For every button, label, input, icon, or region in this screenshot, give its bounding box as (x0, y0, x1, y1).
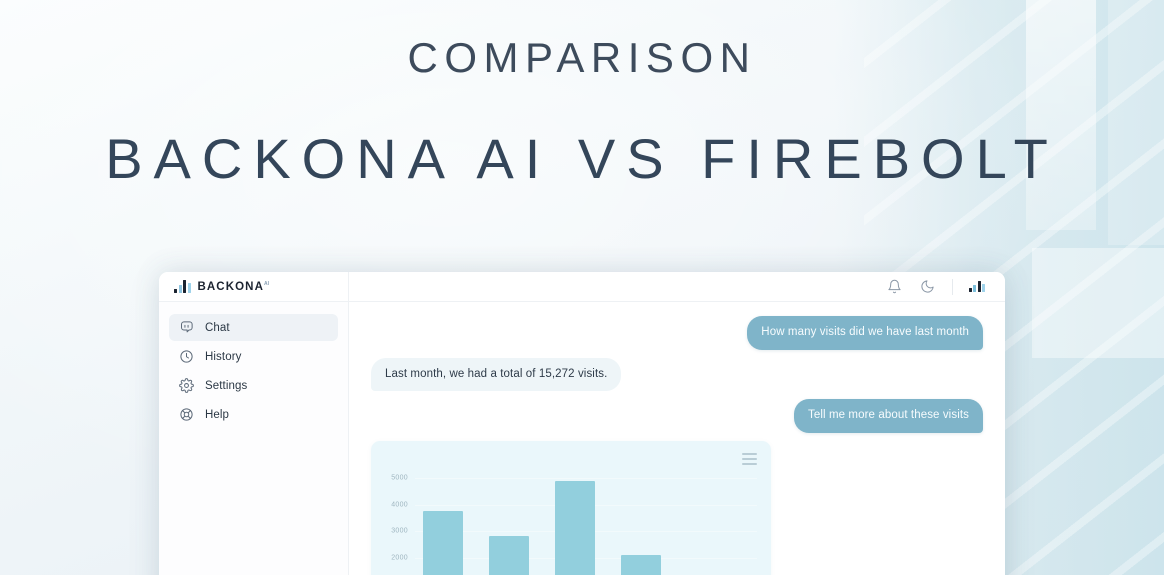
chart-bar-column[interactable]: 2823 (489, 535, 529, 575)
slide-heading-group: COMPARISON BACKONA AI VS FIREBOLT (0, 0, 1164, 187)
chart-y-axis-tick: 3000 (391, 527, 408, 535)
chart-bar[interactable] (423, 511, 463, 575)
brand-trademark: AI (263, 280, 269, 287)
chat-bubble-user: Tell me more about these visits (794, 399, 983, 433)
chart-bar-column[interactable]: 4899 (555, 481, 595, 575)
chart-bar[interactable] (621, 555, 661, 575)
bell-icon[interactable] (886, 278, 903, 295)
chart-bar[interactable] (555, 481, 595, 575)
sidebar-item-history[interactable]: History (169, 343, 338, 370)
chart-y-axis-tick: 4000 (391, 501, 408, 509)
chat-bubble-assistant: Last month, we had a total of 15,272 vis… (371, 357, 622, 392)
chat-message-assistant: Last month, we had a total of 15,272 vis… (371, 357, 983, 392)
clock-icon (179, 349, 194, 364)
sidebar: Chat History Settings (159, 302, 349, 575)
sidebar-item-label: Settings (205, 379, 248, 392)
sidebar-item-help[interactable]: Help (169, 401, 338, 428)
sidebar-item-label: History (205, 350, 242, 363)
chart-y-axis-tick: 5000 (391, 474, 408, 482)
gear-icon (179, 378, 194, 393)
topbar-actions (886, 278, 1006, 295)
chart-y-axis-tick: 2000 (391, 554, 408, 562)
slide-eyebrow: COMPARISON (407, 34, 757, 81)
chat-bubble-user: How many visits did we have last month (747, 316, 983, 350)
app-topbar: BACKONAAI (159, 272, 1005, 302)
chat-message-user: Tell me more about these visits (371, 399, 983, 433)
app-body: Chat History Settings (159, 302, 1005, 575)
sidebar-item-settings[interactable]: Settings (169, 372, 338, 399)
lifebuoy-icon (179, 407, 194, 422)
chat-panel: How many visits did we have last month L… (349, 302, 1005, 575)
brand-name: BACKONAAI (198, 281, 269, 293)
bar-chart-avatar-icon[interactable] (968, 281, 985, 292)
brand-logo[interactable]: BACKONAAI (159, 272, 349, 301)
chart-bar-column[interactable] (621, 555, 661, 575)
sidebar-item-label: Chat (205, 321, 230, 334)
chart-bars: 3766 2823 4899 (415, 463, 757, 575)
chart-plot-area: 5000 4000 3000 2000 3766 2823 4899 (391, 463, 757, 575)
topbar-divider (951, 278, 953, 295)
sidebar-item-chat[interactable]: Chat (169, 314, 338, 341)
brand-name-text: BACKONA (197, 280, 264, 293)
chart-gridline (415, 478, 757, 480)
chart-bar-column[interactable]: 3766 (423, 511, 463, 575)
chart-bar[interactable] (489, 535, 529, 575)
chat-bubble-icon (179, 320, 194, 335)
app-window: BACKONAAI (159, 272, 1005, 575)
slide-title: BACKONA AI VS FIREBOLT (105, 127, 1059, 190)
visits-bar-chart: 5000 4000 3000 2000 3766 2823 4899 (371, 440, 771, 575)
chat-message-user: How many visits did we have last month (371, 316, 983, 350)
moon-icon[interactable] (919, 278, 936, 295)
sidebar-item-label: Help (205, 408, 230, 421)
bar-chart-logo-icon (174, 280, 191, 293)
hamburger-menu-icon[interactable] (742, 452, 757, 465)
